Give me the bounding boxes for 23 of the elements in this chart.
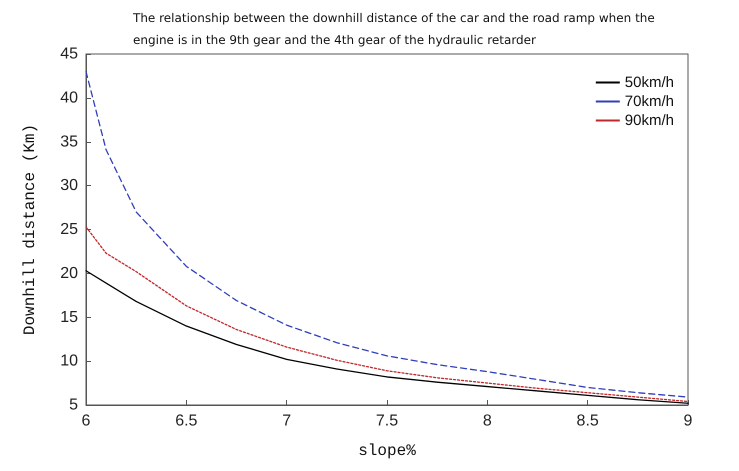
y-tick-label: 5 [69, 396, 78, 414]
y-tick-label: 10 [60, 352, 78, 370]
y-tick-label: 30 [60, 177, 78, 194]
x-tick-label: 6 [82, 412, 91, 430]
line-series [85, 226, 689, 402]
x-tick-label: 7 [282, 412, 292, 430]
y-tick-label: 45 [60, 46, 78, 62]
legend-label: 70km/h [624, 93, 674, 110]
chart-title: The relationship between the downhill distance of the car and the road ramp when the engine is in the 9th gear and the 4th gear of the hydraulic retarder [132, 11, 659, 47]
x-tick-label: 8.5 [576, 412, 599, 430]
y-tick-label: 25 [60, 221, 78, 238]
y-tick-label: 35 [60, 133, 78, 150]
x-tick-label: 8 [482, 412, 492, 430]
x-tick-label: 7.5 [376, 412, 398, 430]
x-axis-title: slope% [358, 442, 416, 460]
legend-label: 50km/h [624, 74, 674, 91]
x-tick-label: 9 [684, 412, 693, 430]
y-axis-title: Downhill distance (Km) [21, 124, 39, 336]
y-tick-label: 15 [60, 308, 78, 326]
x-tick-label: 6.5 [175, 412, 198, 430]
y-tick-label: 40 [60, 89, 78, 106]
legend-label: 90km/h [624, 112, 674, 129]
y-tick-label: 20 [60, 264, 78, 282]
